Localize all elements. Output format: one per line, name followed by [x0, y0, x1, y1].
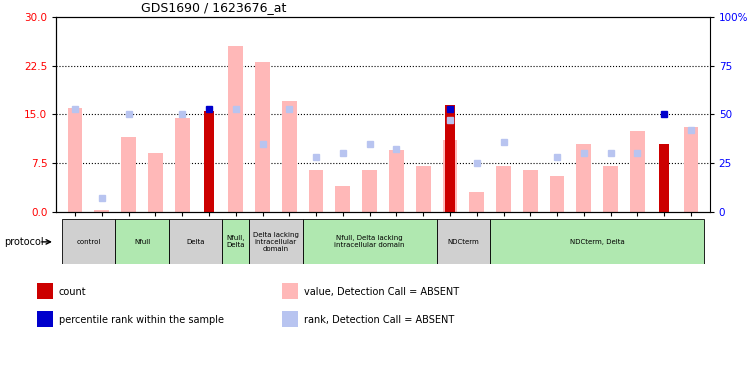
Bar: [282, 101, 297, 212]
Text: control: control: [77, 239, 101, 245]
Text: count: count: [59, 287, 86, 297]
Text: Delta lacking
intracellular
domain: Delta lacking intracellular domain: [253, 232, 299, 252]
Bar: [336, 186, 350, 212]
Bar: [249, 219, 303, 264]
Text: NDCterm, Delta: NDCterm, Delta: [570, 239, 625, 245]
Bar: [436, 219, 490, 264]
Bar: [228, 46, 243, 212]
Bar: [204, 111, 213, 212]
Bar: [362, 170, 377, 212]
Bar: [523, 170, 538, 212]
Bar: [496, 166, 511, 212]
Bar: [38, 311, 53, 327]
Bar: [469, 192, 484, 212]
Text: rank, Detection Call = ABSENT: rank, Detection Call = ABSENT: [304, 315, 454, 326]
Bar: [282, 283, 298, 299]
Bar: [309, 170, 324, 212]
Bar: [659, 144, 669, 212]
Text: Nfull: Nfull: [134, 239, 150, 245]
Bar: [577, 144, 591, 212]
Text: value, Detection Call = ABSENT: value, Detection Call = ABSENT: [304, 287, 459, 297]
Bar: [62, 219, 115, 264]
Bar: [445, 105, 454, 212]
Bar: [95, 210, 109, 212]
Bar: [490, 219, 704, 264]
Bar: [303, 219, 436, 264]
Bar: [222, 219, 249, 264]
Text: NDCterm: NDCterm: [448, 239, 479, 245]
Bar: [169, 219, 222, 264]
Text: percentile rank within the sample: percentile rank within the sample: [59, 315, 224, 326]
Bar: [416, 166, 430, 212]
Bar: [68, 108, 83, 212]
Text: Nfull,
Delta: Nfull, Delta: [227, 236, 245, 248]
Text: protocol: protocol: [4, 237, 44, 247]
Text: GDS1690 / 1623676_at: GDS1690 / 1623676_at: [141, 2, 287, 14]
Bar: [148, 153, 163, 212]
Bar: [38, 283, 53, 299]
Text: Delta: Delta: [186, 239, 205, 245]
Bar: [603, 166, 618, 212]
Bar: [630, 130, 645, 212]
Bar: [115, 219, 169, 264]
Text: Nfull, Delta lacking
intracellular domain: Nfull, Delta lacking intracellular domai…: [334, 236, 405, 248]
Bar: [389, 150, 404, 212]
Bar: [683, 128, 698, 212]
Bar: [282, 311, 298, 327]
Bar: [121, 137, 136, 212]
Bar: [550, 176, 565, 212]
Bar: [175, 118, 189, 212]
Bar: [255, 62, 270, 212]
Bar: [442, 140, 457, 212]
